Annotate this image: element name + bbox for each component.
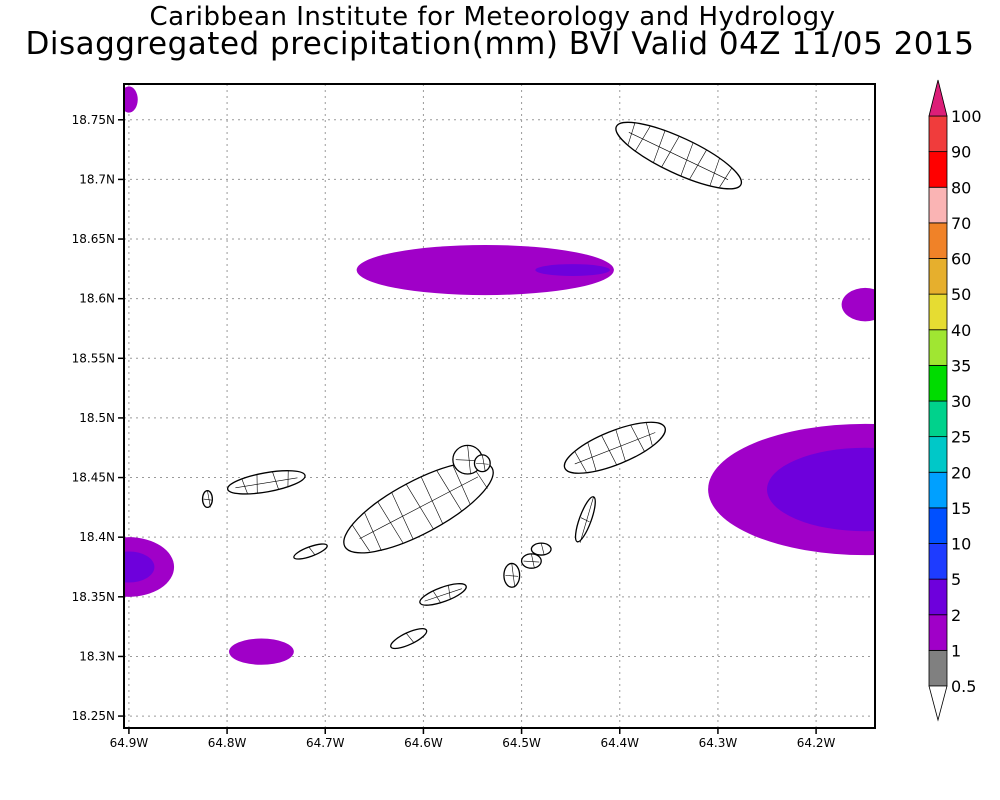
colorbar-bin-70 (928, 186, 948, 224)
precip-area-2-5mm (535, 264, 610, 277)
island-anegada (615, 121, 743, 190)
colorbar-label: 30 (951, 392, 971, 411)
x-axis-ticks: 64.9W 64.8W 64.7W 64.6W 64.5W 64.4W 64.3W 64.2W (110, 728, 836, 750)
x-tick-label: 64.3W (699, 736, 738, 750)
colorbar-bin-20 (928, 436, 948, 473)
island-jost-van-dyke (226, 470, 306, 495)
precip-area-1-2mm (356, 244, 614, 296)
y-tick-label: 18.6N (79, 292, 115, 306)
y-tick-label: 18.45N (72, 471, 115, 485)
x-tick-label: 64.7W (306, 736, 345, 750)
colorbar-label: 80 (951, 178, 971, 197)
colorbar-under-triangle (928, 685, 948, 722)
colorbar-bin-50 (928, 258, 948, 295)
colorbar-bin-35 (928, 329, 948, 366)
island-cooper-island (520, 553, 542, 569)
island-outlines (201, 121, 743, 650)
y-tick-label: 18.35N (72, 590, 115, 604)
x-tick-label: 64.6W (404, 736, 443, 750)
island-virgin-gorda (563, 421, 666, 474)
colorbar-bin-80 (928, 151, 948, 188)
colorbar-label: 70 (951, 214, 971, 233)
colorbar-bin-90 (928, 115, 948, 153)
precip-area-2-5mm (767, 447, 875, 532)
island-salt-island (503, 562, 521, 588)
precip-area-1-2mm (229, 638, 294, 665)
island-little-thatch (201, 490, 214, 509)
colorbar-label: 1 (951, 641, 961, 660)
x-tick-label: 64.5W (502, 736, 541, 750)
y-tick-label: 18.55N (72, 351, 115, 365)
island-great-thatch (293, 543, 328, 560)
island-peter-island (419, 583, 467, 606)
colorbar-label: 0.5 (951, 677, 976, 696)
colorbar-bin-15 (928, 471, 948, 509)
x-tick-label: 64.8W (208, 736, 247, 750)
x-tick-label: 64.4W (600, 736, 639, 750)
colorbar-label: 10 (951, 535, 971, 554)
colorbar-bin-0.5 (928, 649, 948, 687)
island-tortola (343, 461, 494, 554)
y-tick-label: 18.3N (79, 649, 115, 663)
colorbar-label: 50 (951, 285, 971, 304)
colorbar-label: 5 (951, 570, 961, 589)
colorbar-label: 15 (951, 499, 971, 518)
colorbar-over-triangle (928, 79, 948, 117)
precip-area-1-2mm (841, 287, 875, 322)
header-product-title: Disaggregated precipitation(mm) BVI Vali… (25, 26, 975, 62)
island-norman-island (390, 628, 428, 650)
colorbar-label: 40 (951, 321, 971, 340)
colorbar-label: 20 (951, 463, 971, 482)
colorbar-bin-10 (928, 507, 948, 544)
colorbar-bin-30 (928, 364, 948, 402)
island-ginger-island (530, 542, 552, 556)
map-frame (123, 83, 876, 729)
grid-lines (124, 84, 875, 728)
colorbar-label: 100 (951, 107, 982, 126)
precip-area-2-5mm (124, 551, 155, 583)
y-axis-ticks: 18.75N 18.7N 18.65N 18.6N 18.55N 18.5N 18.45N 1… (72, 113, 124, 723)
y-tick-label: 18.5N (79, 411, 115, 425)
header-institute-title: Caribbean Institute for Meteorology and … (149, 2, 836, 32)
y-tick-label: 18.25N (72, 709, 115, 723)
y-tick-label: 18.4N (79, 530, 115, 544)
colorbar-label: 2 (951, 606, 961, 625)
colorbar-bin-5 (928, 543, 948, 580)
colorbar-bin-25 (928, 400, 948, 438)
colorbar-label: 35 (951, 356, 971, 375)
island-fallen-jerusalem (574, 496, 596, 543)
precip-shading (124, 86, 875, 665)
colorbar-label: 90 (951, 143, 971, 162)
x-tick-label: 64.2W (797, 736, 836, 750)
colorbar-label: 25 (951, 428, 971, 447)
colorbar-bin-2 (928, 578, 948, 616)
colorbar-bin-60 (928, 222, 948, 259)
island-marina-cay (473, 454, 491, 473)
colorbar-bin-1 (928, 614, 948, 651)
colorbar-bin-40 (928, 293, 948, 331)
x-tick-label: 64.9W (110, 736, 149, 750)
y-tick-label: 18.75N (72, 113, 115, 127)
y-tick-label: 18.65N (72, 232, 115, 246)
colorbar-label: 60 (951, 250, 971, 269)
precip-area-1-2mm (124, 86, 138, 113)
y-tick-label: 18.7N (79, 172, 115, 186)
